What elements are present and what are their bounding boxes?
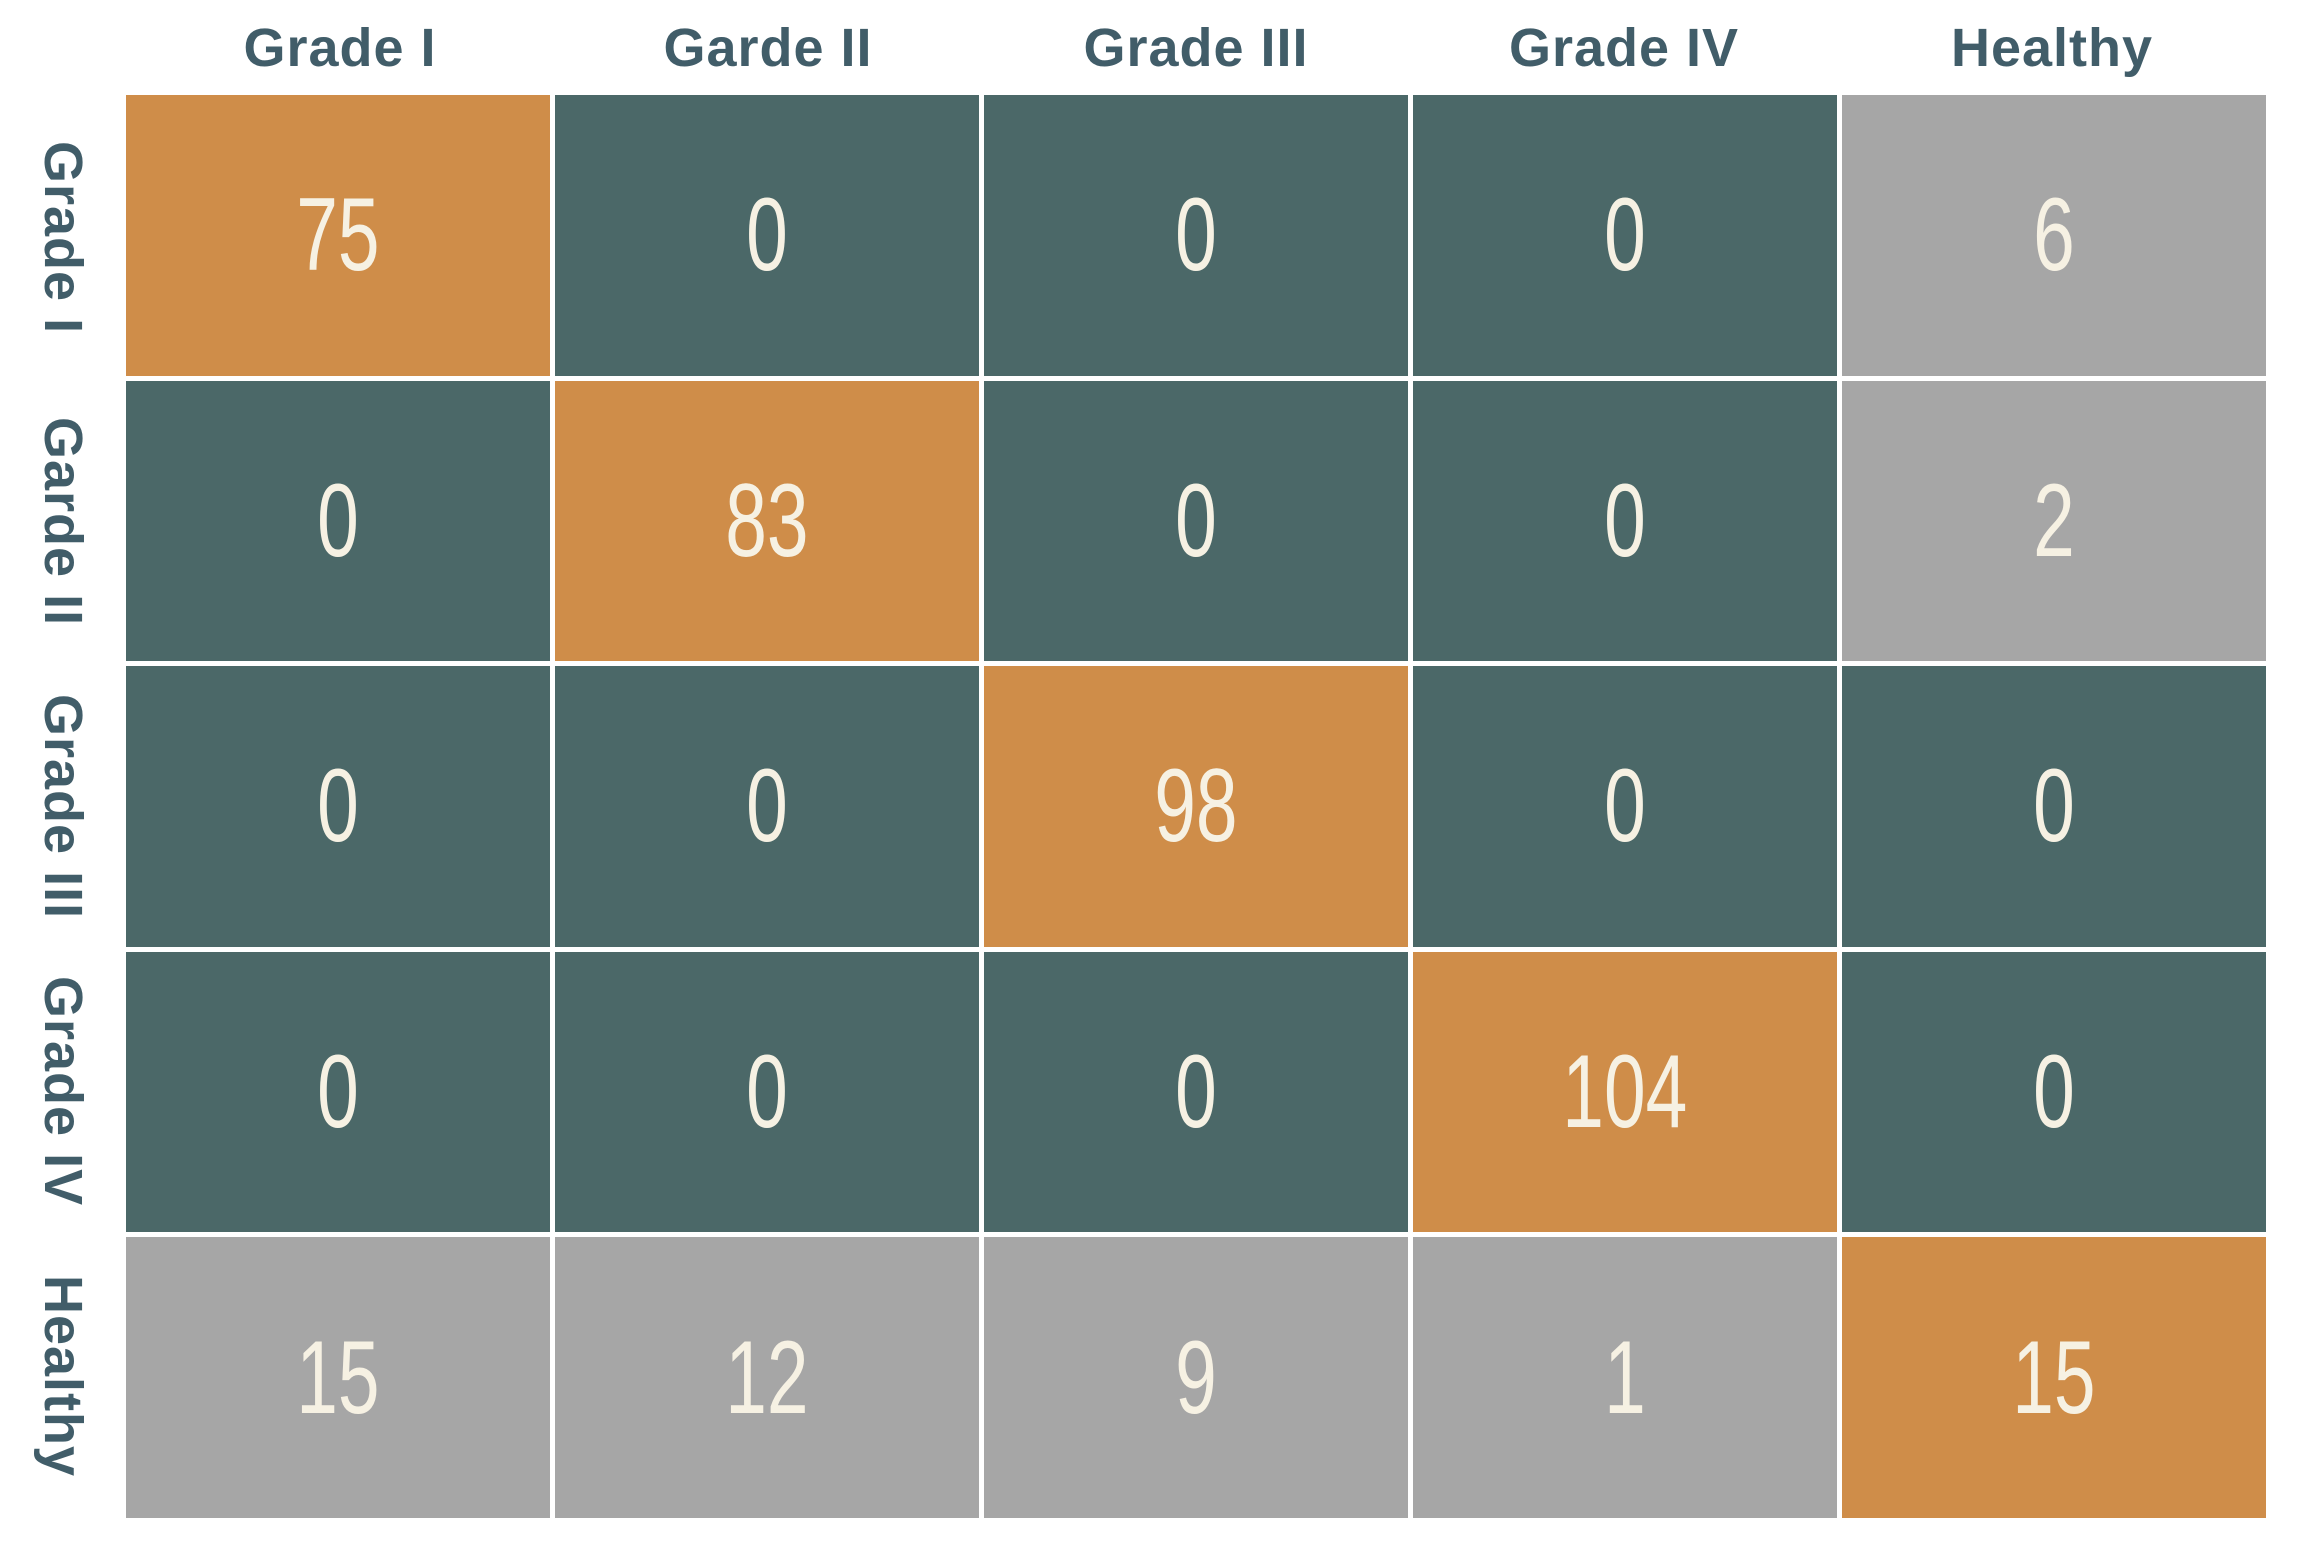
cell-value: 15	[2012, 1319, 2096, 1436]
matrix-cell: 83	[555, 380, 979, 662]
matrix-cell: 0	[126, 951, 550, 1233]
x-axis-labels: Grade I Garde II Grade III Grade IV Healthy	[126, 0, 2266, 90]
column-header: Garde II	[663, 18, 873, 78]
row-header: Grade I	[33, 140, 93, 334]
cell-value: 0	[2033, 1034, 2075, 1151]
column-header: Grade I	[243, 18, 437, 78]
column-header: Healthy	[1950, 18, 2154, 78]
matrix-cell: 0	[1842, 666, 2266, 947]
matrix-cell: 0	[1413, 95, 1837, 376]
matrix-cell: 0	[555, 951, 979, 1233]
matrix-cell: 0	[984, 380, 1408, 662]
y-axis-labels: Grade I Garde II Grade III Grade IV Healthy	[0, 95, 126, 1518]
cell-value: 104	[1562, 1034, 1688, 1151]
matrix-cell: 0	[984, 951, 1408, 1233]
matrix-cell: 1	[1413, 1237, 1837, 1518]
matrix-cell: 0	[555, 95, 979, 376]
cell-value: 0	[317, 462, 359, 579]
row-header: Grade IV	[33, 976, 93, 1207]
matrix-cell: 0	[126, 666, 550, 947]
cell-value: 0	[317, 748, 359, 865]
matrix-cell: 0	[555, 666, 979, 947]
cell-value: 1	[1604, 1319, 1646, 1436]
cell-value: 0	[746, 748, 788, 865]
cell-value: 98	[1154, 748, 1238, 865]
cell-value: 75	[296, 177, 380, 294]
cell-value: 0	[2033, 748, 2075, 865]
cell-value: 0	[1604, 177, 1646, 294]
cell-value: 12	[725, 1319, 809, 1436]
matrix-cell: 0	[1413, 380, 1837, 662]
matrix-cell: 9	[984, 1237, 1408, 1518]
cell-value: 83	[725, 462, 809, 579]
row-header: Healthy	[33, 1274, 93, 1477]
cell-value: 0	[746, 177, 788, 294]
cell-value: 2	[2033, 462, 2075, 579]
heatmap-grid: 75 0 0 0 6 0 83 0 0 2 0 0 98 0 0 0 0 0 104 0 15 12 9 1 15	[126, 95, 2266, 1518]
row-header: Grade III	[33, 693, 93, 920]
cell-value: 0	[746, 1034, 788, 1151]
matrix-cell: 98	[984, 666, 1408, 947]
row-header: Garde II	[33, 417, 93, 627]
matrix-cell: 2	[1842, 380, 2266, 662]
column-header: Grade IV	[1508, 18, 1740, 78]
matrix-cell: 12	[555, 1237, 979, 1518]
cell-value: 0	[1175, 462, 1217, 579]
matrix-cell: 15	[1842, 1237, 2266, 1518]
column-header: Grade III	[1083, 18, 1309, 78]
matrix-cell: 0	[1413, 666, 1837, 947]
cell-value: 9	[1175, 1319, 1217, 1436]
cell-value: 0	[317, 1034, 359, 1151]
matrix-cell: 6	[1842, 95, 2266, 376]
cell-value: 0	[1604, 462, 1646, 579]
matrix-cell: 75	[126, 95, 550, 376]
cell-value: 0	[1604, 748, 1646, 865]
matrix-cell: 15	[126, 1237, 550, 1518]
cell-value: 0	[1175, 177, 1217, 294]
cell-value: 0	[1175, 1034, 1217, 1151]
matrix-cell: 0	[984, 95, 1408, 376]
matrix-cell: 0	[126, 380, 550, 662]
matrix-cell: 104	[1413, 951, 1837, 1233]
cell-value: 6	[2033, 177, 2075, 294]
matrix-cell: 0	[1842, 951, 2266, 1233]
cell-value: 15	[296, 1319, 380, 1436]
